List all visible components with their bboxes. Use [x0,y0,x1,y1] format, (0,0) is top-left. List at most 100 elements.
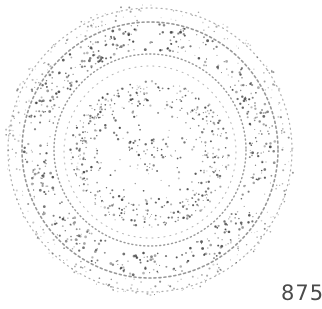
speckle [184,28,186,30]
speckle [140,281,142,283]
speckle [130,99,133,102]
speckle [150,198,152,200]
speckle [140,91,141,92]
speckle [95,262,96,263]
speckle [145,153,146,154]
speckle [162,31,164,33]
speckle [134,140,136,142]
speckle [73,246,74,247]
speckle [232,89,234,91]
speckle [204,154,205,155]
speckle [117,89,119,91]
speckle [222,165,223,166]
speckle [161,149,163,151]
speckle [212,111,214,113]
speckle [46,163,47,164]
speckle [266,110,269,113]
speckle [38,110,40,112]
speckle [225,60,228,63]
speckle [57,234,58,235]
speckle [82,267,84,269]
speckle [71,152,72,153]
speckle [124,196,125,197]
speckle [251,177,252,178]
speckle [156,271,158,273]
speckle [117,138,119,140]
speckle [237,254,238,255]
speckle [103,201,104,202]
speckle [149,167,150,168]
speckle [153,260,155,262]
speckle [88,114,89,115]
speckle [24,147,26,149]
speckle [212,153,214,155]
speckle [154,294,155,295]
speckle [16,168,18,170]
speckle [22,191,23,192]
speckle [128,50,130,52]
speckle [186,188,188,190]
speckle [81,21,83,23]
speckle [206,116,208,118]
speckle [208,240,210,242]
speckle [191,251,192,252]
speckle [83,157,85,159]
speckle [91,260,93,262]
speckle [228,243,229,244]
speckle [81,60,84,63]
speckle [172,50,174,52]
speckle [146,203,148,205]
speckle [134,219,136,221]
speckle [62,225,64,227]
speckle [186,217,188,219]
speckle [132,142,134,144]
speckle [94,250,97,253]
speckle [56,96,58,98]
speckle [230,240,232,242]
speckle [63,217,64,218]
speckle [119,127,121,129]
speckle [280,116,282,118]
speckle [170,43,172,45]
speckle [10,176,11,177]
speckle [86,271,87,272]
speckle [47,69,48,70]
speckle [113,214,116,217]
speckle [210,176,211,177]
speckle [238,63,239,64]
speckle [224,231,226,233]
speckle [32,221,34,223]
speckle [77,244,78,245]
speckle [116,48,118,50]
speckle [97,259,99,261]
speckle [39,144,42,147]
speckle [56,86,58,88]
speckle [139,103,141,105]
speckle [196,108,198,110]
speckle [72,134,74,136]
speckle [257,86,260,89]
speckle [136,214,138,216]
speckle [61,201,63,203]
speckle [73,271,75,273]
speckle [46,90,49,93]
speckle [246,254,247,255]
speckle [143,105,144,106]
speckle [214,156,216,158]
speckle [178,177,180,179]
speckle [133,116,135,118]
speckle [194,109,195,110]
speckle [125,31,127,33]
speckle [76,175,77,176]
speckle [120,45,123,48]
speckle [91,233,93,235]
speckle [96,148,97,149]
speckle [252,216,253,217]
speckle [78,249,80,251]
speckle [175,41,177,43]
speckle [165,108,166,109]
speckle [77,163,78,164]
speckle [27,203,29,205]
speckle [199,286,201,288]
speckle [155,218,157,220]
